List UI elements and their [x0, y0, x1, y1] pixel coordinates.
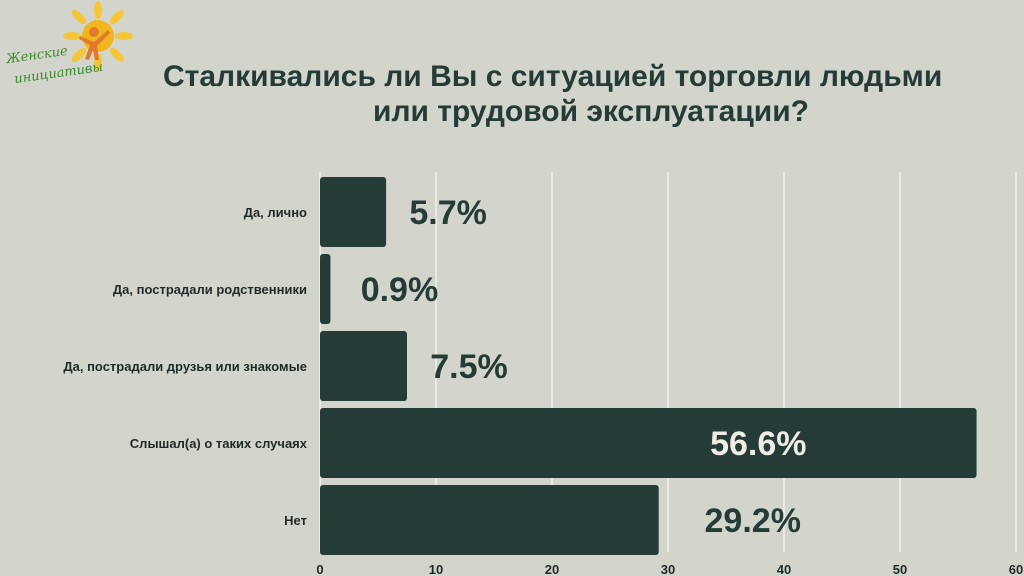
- category-label-1: Да, пострадали родственники: [113, 282, 307, 297]
- x-tick-label-6: 60: [1009, 562, 1023, 576]
- bar-4: [320, 485, 659, 555]
- value-label-2: 7.5%: [430, 348, 508, 386]
- category-label-4: Нет: [284, 513, 307, 528]
- person-icon: [79, 27, 110, 60]
- value-label-0: 5.7%: [409, 194, 487, 232]
- x-tick-label-0: 0: [316, 562, 323, 576]
- bar-1: [320, 254, 331, 324]
- x-tick-label-3: 30: [661, 562, 675, 576]
- category-label-3: Слышал(а) о таких случаях: [130, 436, 308, 451]
- value-label-4: 29.2%: [705, 502, 801, 540]
- chart-title-line-1: Сталкивались ли Вы с ситуацией торговли …: [163, 60, 943, 93]
- value-label-3: 56.6%: [710, 425, 806, 463]
- category-label-2: Да, пострадали друзья или знакомые: [63, 359, 307, 374]
- x-tick-label-1: 10: [429, 562, 443, 576]
- bar-0: [320, 177, 387, 247]
- x-tick-label-5: 50: [893, 562, 907, 576]
- x-tick-label-2: 20: [545, 562, 559, 576]
- bar-2: [320, 331, 407, 401]
- x-tick-label-4: 40: [777, 562, 791, 576]
- chart-title-line-2: или трудовой эксплуатации?: [373, 95, 810, 128]
- logo: [63, 1, 133, 71]
- category-label-0: Да, лично: [244, 205, 307, 220]
- value-label-1: 0.9%: [361, 271, 439, 309]
- bar-3: [320, 408, 977, 478]
